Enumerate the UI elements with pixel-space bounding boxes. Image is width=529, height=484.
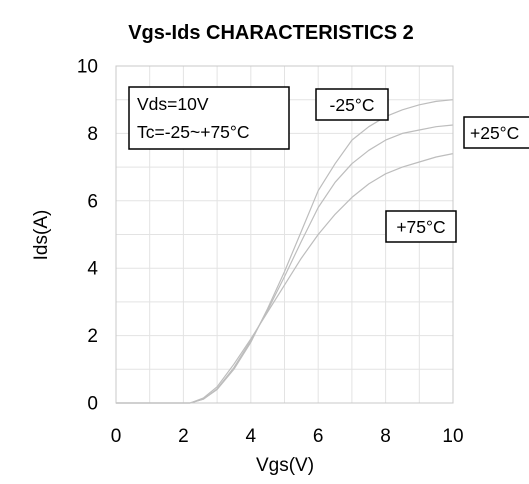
x-tick-label: 8 xyxy=(380,426,391,447)
x-tick-label: 6 xyxy=(313,426,324,447)
y-tick-label: 0 xyxy=(87,394,98,415)
x-tick-labels: 0 2 4 6 8 10 xyxy=(111,426,464,447)
x-tick-label: 10 xyxy=(442,426,463,447)
x-tick-label: 2 xyxy=(178,426,189,447)
svg-text:-25°C: -25°C xyxy=(330,95,375,115)
conditions-box: Vds=10V Tc=-25~+75°C xyxy=(128,86,290,150)
series-label-plus25: +25°C xyxy=(463,116,529,149)
y-axis-label: Ids(A) xyxy=(31,210,52,261)
y-tick-label: 10 xyxy=(77,57,98,78)
y-tick-label: 2 xyxy=(87,326,98,347)
series-label-minus25: -25°C xyxy=(315,88,389,121)
svg-text:+25°C: +25°C xyxy=(470,123,519,143)
svg-text:+75°C: +75°C xyxy=(396,217,445,237)
y-tick-label: 6 xyxy=(87,191,98,212)
x-axis-label: Vgs(V) xyxy=(256,455,314,476)
x-tick-label: 0 xyxy=(111,426,122,447)
y-tick-label: 4 xyxy=(87,259,98,280)
chart-title: Vgs-Ids CHARACTERISTICS 2 xyxy=(128,22,414,44)
series-label-plus75: +75°C xyxy=(385,210,457,243)
series-line-1 xyxy=(116,124,454,404)
series-line-2 xyxy=(116,153,454,404)
conditions-line-2: Tc=-25~+75°C xyxy=(137,122,250,142)
conditions-line-1: Vds=10V xyxy=(137,94,209,114)
y-tick-label: 8 xyxy=(87,124,98,145)
y-tick-labels: 0 2 4 6 8 10 xyxy=(77,57,99,415)
x-tick-label: 4 xyxy=(246,426,257,447)
series-layer xyxy=(116,99,454,404)
